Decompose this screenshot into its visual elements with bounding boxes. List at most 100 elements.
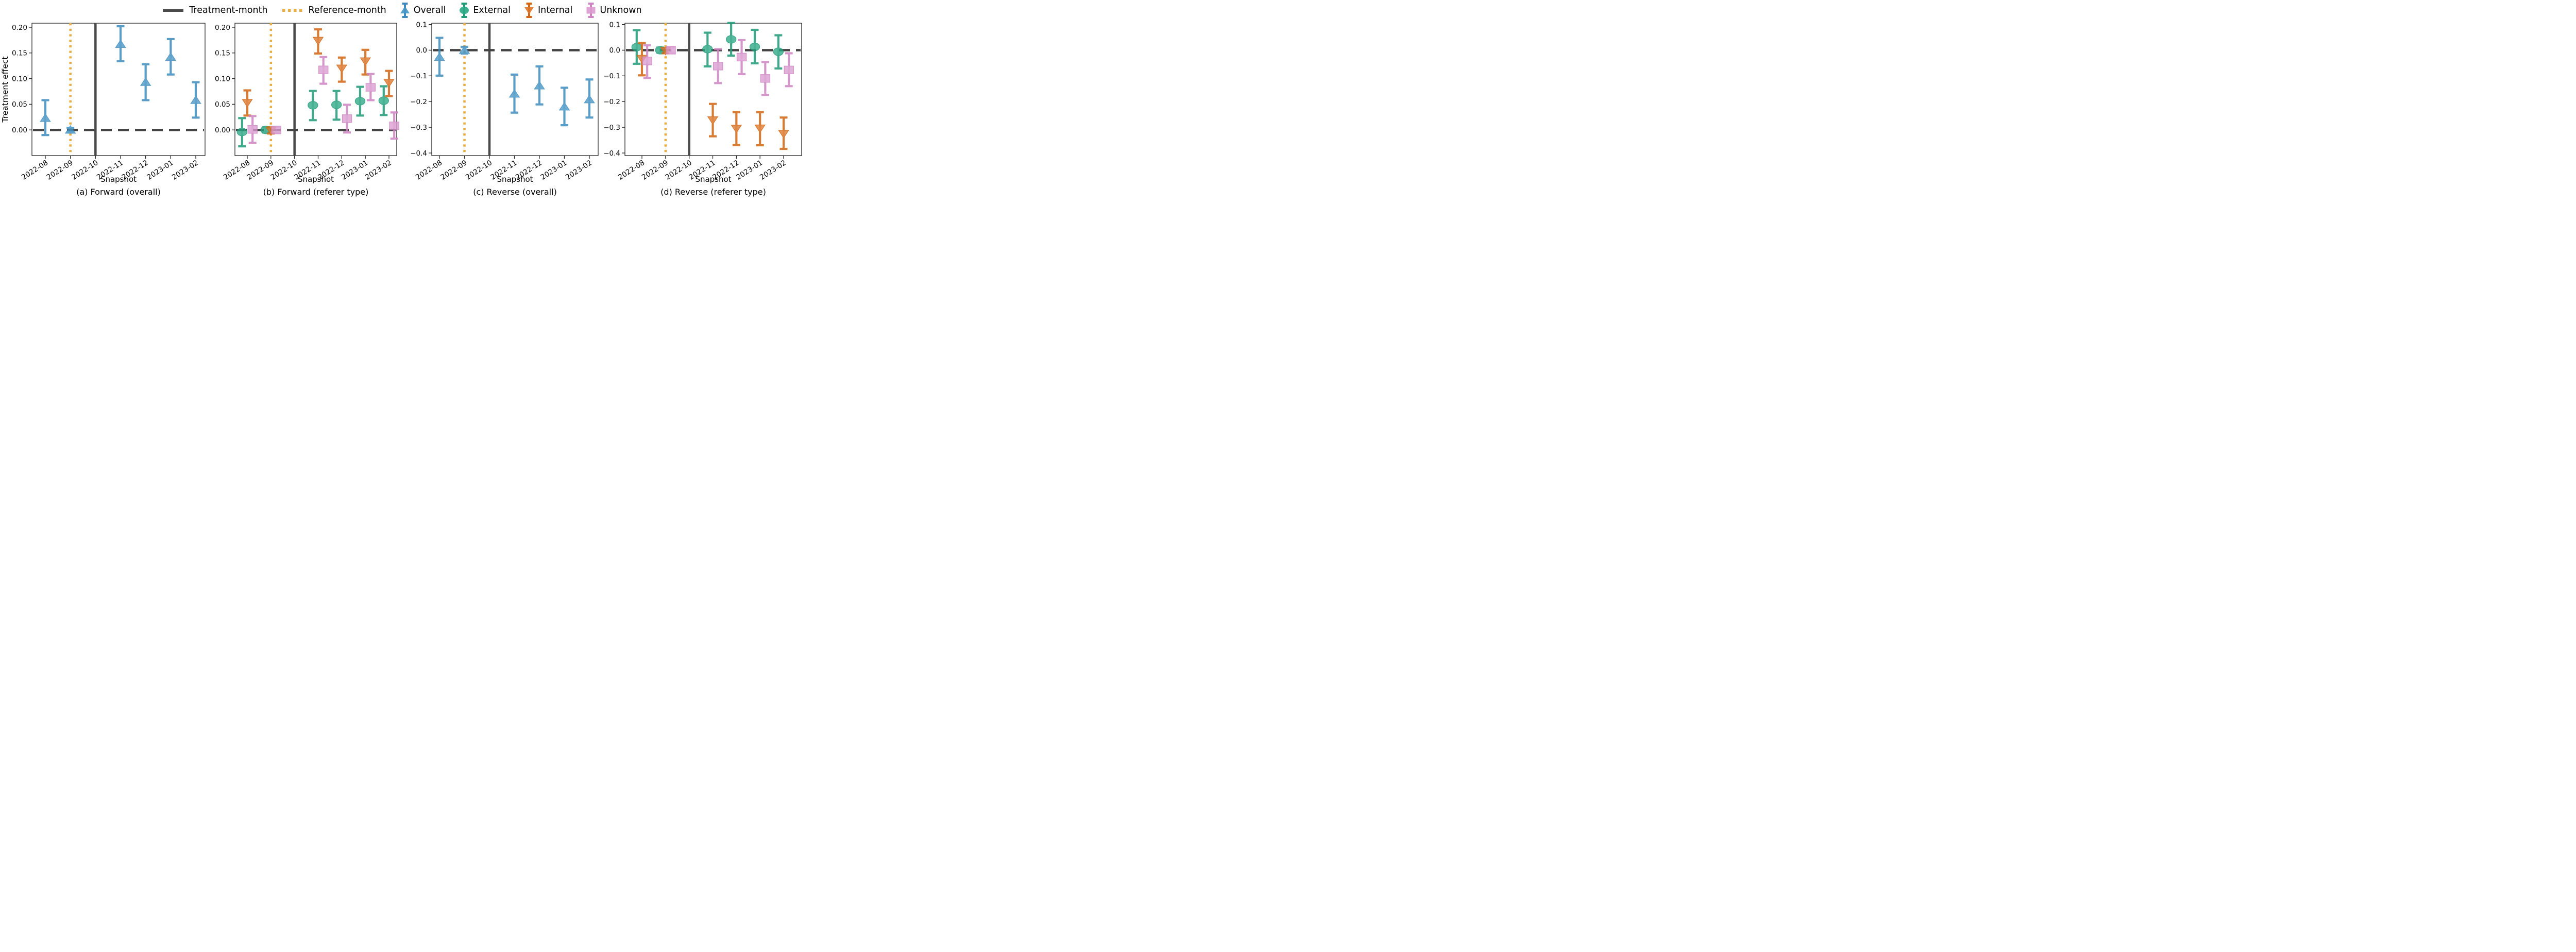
y-tick-label: 0.15 [12, 49, 27, 58]
y-tick-label: 0.00 [12, 126, 27, 134]
data-point-marker [778, 130, 789, 139]
legend-item-reference-month: Reference-month [281, 4, 386, 17]
x-axis-label: Snapshot [695, 175, 731, 184]
panel-d-reverse-referer-type: 0.1 0.0 −0.1 −0.2 −0.3 −0.4 2022-08 2022-09 2022… [603, 0, 804, 200]
y-tick-label: 0.10 [215, 75, 230, 83]
y-axis-label: Treatment effect [1, 56, 10, 123]
data-point-marker [666, 46, 676, 55]
y-tick-label: 0.20 [12, 24, 27, 32]
data-point-marker [247, 125, 258, 134]
legend-item-external: External [459, 2, 511, 19]
x-tick-label: 2022-10 [70, 159, 99, 182]
circle-marker-icon [460, 3, 469, 18]
data-point-marker [242, 99, 253, 108]
y-tick-label: 0.0 [609, 46, 620, 55]
figure-treatment-effect-panels: Treatment-month Reference-month Overall [0, 0, 804, 200]
panel-caption: (c) Reverse (overall) [473, 187, 557, 197]
data-point-marker [642, 57, 652, 65]
x-tick-label: 2023-01 [340, 159, 369, 182]
x-axis-label: Snapshot [497, 175, 533, 184]
triangle-down-marker-icon [524, 3, 534, 18]
y-tick-label: 0.20 [215, 24, 230, 32]
data-point-marker [534, 80, 545, 90]
series-overall [40, 25, 201, 137]
data-point-marker [584, 94, 595, 104]
plot-frame [31, 23, 206, 156]
data-point-marker [558, 101, 570, 111]
panel-c-chart: 0.1 0.0 −0.1 −0.2 −0.3 −0.42022-082022-092022… [410, 21, 599, 197]
x-tick-label: 2022-08 [617, 159, 646, 182]
data-point-marker [331, 100, 342, 109]
data-point-marker [115, 39, 126, 48]
x-tick-label: 2022-10 [269, 159, 299, 182]
data-point-marker [336, 64, 348, 73]
data-point-marker [271, 125, 281, 134]
x-tick-label: 2023-01 [735, 159, 764, 182]
y-tick-label: −0.1 [410, 72, 427, 80]
x-tick-label: 2023-01 [145, 159, 175, 182]
triangle-up-marker-icon [400, 3, 410, 18]
series-external [631, 22, 784, 70]
panel-b-forward-referer-type: 0.20 0.15 0.10 0.05 0.00 2022-08 2022-09 2022-1… [211, 0, 404, 200]
legend: Treatment-month Reference-month Overall [0, 1, 804, 20]
series-unknown [247, 56, 399, 144]
data-point-marker [749, 42, 760, 52]
data-point-marker [760, 74, 771, 83]
x-tick-label: 2023-02 [564, 159, 594, 182]
legend-label: Reference-month [308, 5, 386, 15]
data-point-marker [725, 35, 737, 44]
solid-line-icon [163, 9, 184, 12]
data-point-marker [389, 122, 399, 130]
y-tick-label: 0.00 [215, 126, 230, 134]
data-point-marker [354, 97, 366, 106]
data-point-marker [165, 52, 177, 61]
data-point-marker [731, 125, 742, 133]
data-point-marker [190, 95, 201, 104]
legend-item-internal: Internal [524, 2, 572, 19]
legend-label: External [473, 5, 511, 15]
x-tick-label: 2022-08 [20, 159, 49, 182]
data-point-marker [360, 57, 371, 66]
data-point-marker [754, 124, 766, 133]
data-point-marker [40, 113, 51, 122]
data-point-marker [308, 101, 318, 110]
square-marker-icon [586, 3, 596, 18]
series-overall [434, 37, 595, 127]
x-tick-label: 2022-09 [439, 159, 469, 182]
data-point-marker [736, 53, 747, 62]
panel-caption: (b) Forward (referer type) [263, 187, 369, 197]
panel-caption: (d) Reverse (referer type) [660, 187, 766, 197]
data-point-marker [140, 77, 151, 86]
y-tick-label: −0.3 [603, 124, 620, 132]
legend-item-overall: Overall [400, 2, 446, 19]
plot-frame [431, 23, 599, 156]
legend-label: Treatment-month [189, 5, 268, 15]
x-axis-label: Snapshot [100, 175, 137, 184]
data-point-marker [707, 116, 719, 125]
data-point-marker [383, 79, 395, 88]
data-point-marker [378, 96, 389, 105]
x-tick-label: 2022-10 [464, 159, 494, 182]
y-tick-label: 0.1 [609, 21, 620, 29]
data-point-marker [64, 125, 76, 134]
x-tick-label: 2022-08 [222, 159, 251, 182]
panel-caption: (a) Forward (overall) [76, 187, 161, 197]
legend-label: Unknown [600, 5, 642, 15]
y-tick-label: −0.4 [603, 149, 620, 158]
y-tick-label: 0.10 [12, 75, 27, 83]
x-tick-label: 2022-09 [640, 159, 670, 182]
y-tick-label: 0.1 [416, 21, 427, 29]
x-tick-label: 2023-01 [539, 159, 569, 182]
data-point-marker [312, 37, 324, 46]
data-point-marker [631, 43, 642, 52]
y-tick-label: 0.05 [215, 100, 230, 109]
data-point-marker [713, 62, 723, 71]
y-tick-label: −0.2 [603, 98, 620, 106]
x-axis-label: Snapshot [298, 175, 334, 184]
data-point-marker [509, 89, 520, 98]
panel-a-forward-overall: 0.20 0.15 0.10 0.05 0.00 2022-08 2022-09 2022-1… [0, 0, 211, 200]
y-tick-label: 0.05 [12, 100, 27, 109]
y-tick-label: −0.3 [410, 124, 427, 132]
panel-c-reverse-overall: 0.1 0.0 −0.1 −0.2 −0.3 −0.4 2022-08 2022-09 2022… [404, 0, 603, 200]
data-point-marker [318, 65, 329, 74]
